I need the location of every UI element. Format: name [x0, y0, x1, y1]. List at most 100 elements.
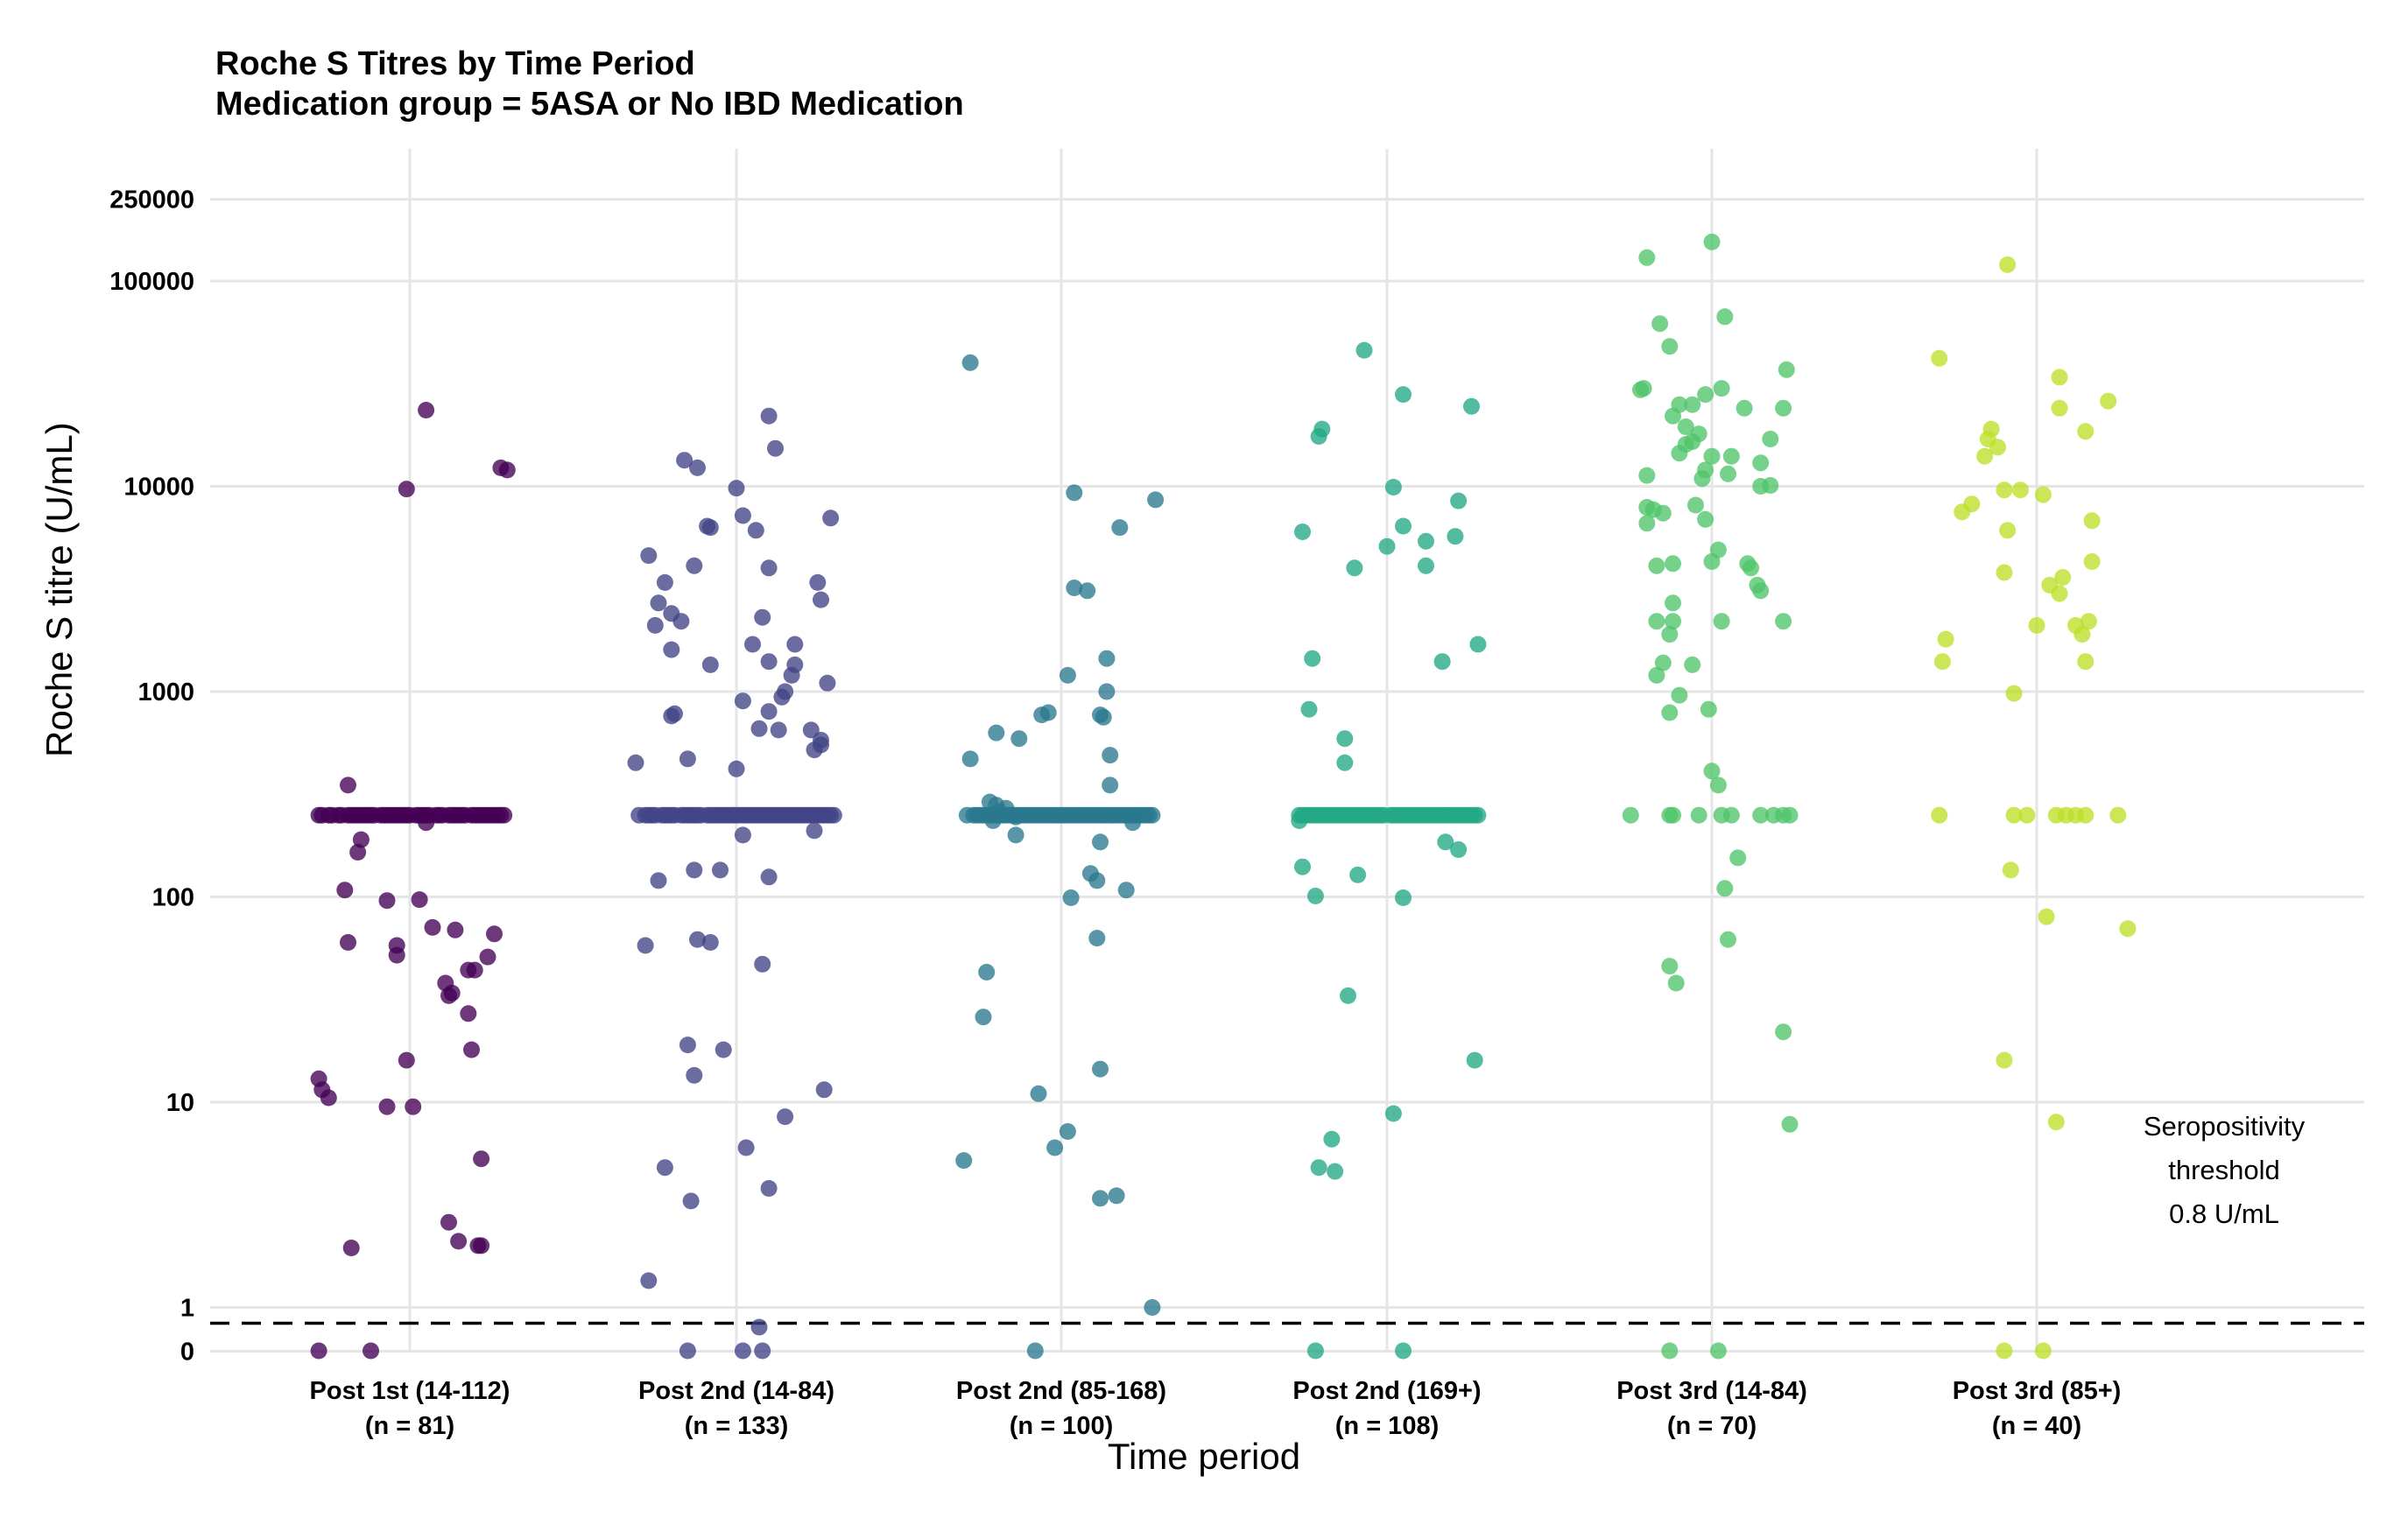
- data-point: [1752, 806, 1770, 824]
- data-point: [1010, 730, 1028, 748]
- data-point: [1709, 777, 1727, 794]
- data-point: [1684, 656, 1701, 673]
- y-tick-label: 1000: [137, 678, 194, 706]
- data-point: [2051, 399, 2068, 417]
- data-point: [627, 754, 644, 771]
- data-point: [2077, 653, 2095, 671]
- data-point: [2051, 369, 2068, 386]
- data-point: [378, 1098, 396, 1115]
- data-point: [1665, 594, 1681, 612]
- data-point: [1306, 1342, 1324, 1360]
- data-point: [679, 1342, 696, 1360]
- data-point: [1690, 806, 1707, 824]
- data-point: [1327, 1163, 1344, 1180]
- data-point: [1665, 613, 1681, 630]
- threshold-annotation-line-2: threshold: [2168, 1155, 2280, 1185]
- data-point: [405, 1098, 422, 1115]
- data-point: [1762, 431, 1779, 447]
- threshold-annotation-line-1: Seropositivity: [2143, 1111, 2306, 1142]
- y-tick-label: 100: [152, 884, 194, 912]
- data-point: [1709, 1342, 1727, 1360]
- data-point: [496, 806, 513, 824]
- data-point: [1781, 806, 1799, 824]
- data-point: [1147, 491, 1165, 509]
- data-point: [320, 1089, 337, 1107]
- data-point: [701, 934, 719, 951]
- x-tick-label: Post 3rd (14-84): [1616, 1377, 1807, 1405]
- y-tick-label: 250000: [109, 186, 194, 214]
- data-point: [1310, 428, 1327, 445]
- data-point: [1066, 484, 1083, 502]
- data-point: [1088, 872, 1106, 889]
- data-point: [473, 1237, 490, 1254]
- data-point: [1026, 1342, 1044, 1360]
- data-point: [1697, 510, 1714, 528]
- y-tick-label: 0: [180, 1339, 194, 1367]
- data-point: [1469, 806, 1487, 824]
- data-point: [1066, 580, 1083, 596]
- data-point: [1340, 987, 1356, 1004]
- data-point: [819, 674, 836, 692]
- data-point: [1304, 650, 1321, 667]
- data-point: [1092, 1060, 1109, 1078]
- data-point: [1300, 700, 1318, 718]
- data-point: [1736, 399, 1753, 417]
- data-point: [340, 934, 356, 951]
- data-point: [473, 1150, 490, 1168]
- data-point: [1996, 564, 2013, 581]
- data-point: [1062, 889, 1080, 906]
- data-point: [686, 557, 703, 574]
- data-point: [1450, 841, 1468, 858]
- data-point: [498, 461, 516, 479]
- data-point: [1775, 399, 1792, 417]
- data-point: [1999, 522, 2017, 539]
- data-point: [1989, 439, 2006, 456]
- y-tick-label: 10: [166, 1089, 194, 1117]
- threshold-annotation-line-3: 0.8 U/mL: [2169, 1198, 2279, 1229]
- data-point: [744, 636, 761, 653]
- data-point: [1323, 1130, 1341, 1148]
- data-point: [1437, 833, 1454, 851]
- data-point: [650, 872, 667, 889]
- data-point: [2077, 423, 2095, 440]
- data-point: [1469, 636, 1487, 653]
- data-point: [1395, 517, 1412, 535]
- data-point: [1079, 582, 1096, 600]
- data-point: [1007, 808, 1024, 826]
- data-point: [1684, 433, 1701, 450]
- data-point: [1088, 930, 1106, 947]
- data-point: [650, 594, 667, 612]
- data-point: [1996, 481, 2013, 499]
- data-point: [1661, 704, 1679, 721]
- data-point: [1703, 762, 1721, 780]
- data-point: [447, 921, 464, 938]
- y-axis-label: Roche S titre (U/mL): [39, 422, 80, 757]
- data-point: [1713, 613, 1730, 630]
- data-point: [1778, 361, 1795, 378]
- data-point: [1671, 396, 1688, 413]
- x-tick-count-label: (n = 108): [1335, 1412, 1439, 1440]
- data-point: [2074, 626, 2091, 643]
- data-point: [1781, 1115, 1799, 1133]
- x-tick-count-label: (n = 100): [1010, 1412, 1113, 1440]
- data-point: [398, 481, 415, 498]
- data-point: [1395, 889, 1412, 906]
- data-point: [2034, 1342, 2052, 1360]
- data-point: [750, 1318, 768, 1336]
- data-point: [961, 354, 979, 371]
- data-point: [1654, 654, 1672, 671]
- x-tick-label: Post 2nd (169+): [1292, 1377, 1481, 1405]
- data-point: [1346, 559, 1363, 577]
- data-point: [2054, 569, 2072, 586]
- data-point: [1661, 1342, 1679, 1360]
- data-point: [689, 459, 706, 476]
- data-point: [2051, 585, 2068, 602]
- data-point: [352, 831, 370, 848]
- data-point: [2038, 908, 2055, 925]
- data-point: [1349, 866, 1367, 883]
- data-point: [1716, 308, 1734, 326]
- data-point: [486, 925, 503, 943]
- x-tick-count-label: (n = 40): [1992, 1412, 2081, 1440]
- data-point: [2011, 481, 2029, 499]
- data-point: [815, 1081, 833, 1099]
